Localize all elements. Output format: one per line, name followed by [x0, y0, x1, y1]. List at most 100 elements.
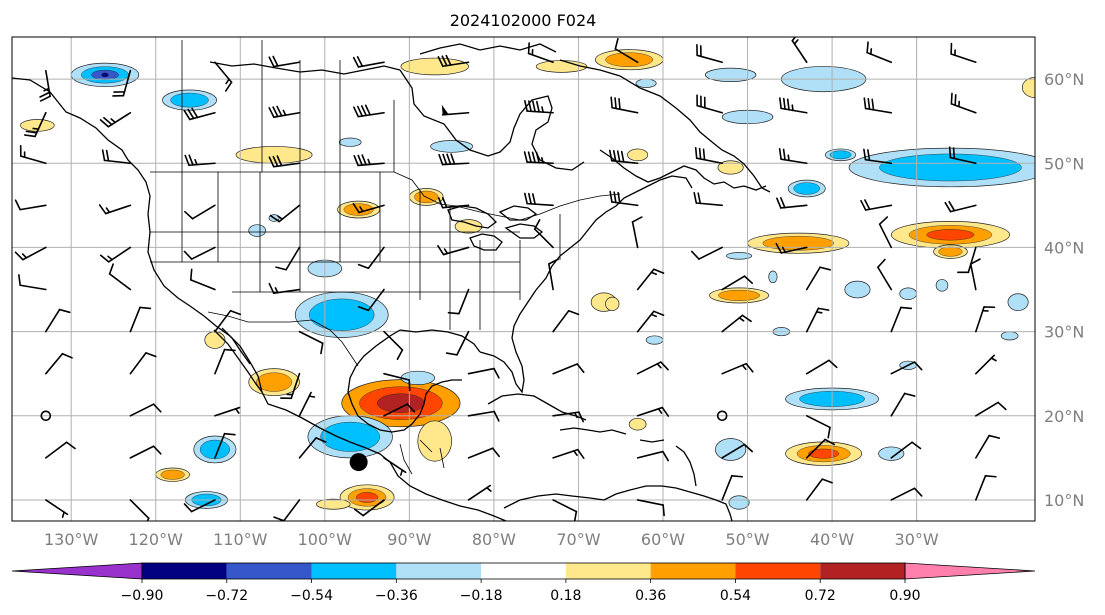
anomaly-contour [635, 78, 657, 88]
wind-barb [890, 361, 923, 375]
anomaly-patch [204, 331, 226, 349]
wind-barb [721, 443, 753, 459]
anomaly-contour [235, 146, 313, 164]
wind-barb [357, 288, 385, 312]
wind-barb [268, 155, 301, 168]
barb-shaft [367, 288, 385, 312]
latitude-tick-labels: 60°N 50°N 40°N 30°N 20°N 10°N [1044, 70, 1084, 510]
wind-barb [552, 363, 585, 375]
wind-barb [636, 450, 669, 462]
colorbar-tick-label: 0.54 [720, 588, 751, 604]
wind-barb [805, 438, 836, 459]
wind-barb [189, 268, 216, 291]
wind-barb [805, 266, 832, 291]
wind-barb [877, 258, 893, 291]
barb-full-feather [18, 274, 21, 287]
anomaly-patch [400, 57, 469, 76]
wind-barb [129, 352, 157, 375]
anomaly-contour [762, 235, 834, 251]
anomaly-contour [101, 72, 109, 78]
barb-shaft [975, 401, 999, 417]
anomaly-contour [627, 148, 649, 162]
barb-shaft [467, 410, 495, 417]
barb-full-feather [183, 503, 193, 513]
longitude-tick-label: 100°W [298, 530, 353, 549]
barb-half-feather [308, 395, 316, 398]
barb-full-feather [446, 153, 452, 165]
anomaly-contour [878, 446, 905, 461]
anomaly-contour [204, 331, 226, 349]
barb-full-feather [535, 100, 540, 113]
barb-shaft [969, 263, 977, 291]
anomaly-patch [339, 484, 395, 511]
anomaly-patch [338, 137, 362, 147]
barb-full-feather [863, 97, 867, 110]
wind-barb [39, 69, 51, 102]
wind-barb [778, 148, 808, 165]
us-mexico-border [207, 311, 359, 367]
wind-barb [467, 367, 500, 379]
barb-shaft [890, 306, 902, 333]
barb-full-feather [493, 367, 500, 379]
barb-full-feather [272, 55, 279, 67]
barb-shaft [285, 246, 301, 271]
barb-full-feather [184, 210, 194, 220]
map-title: 2024102000 F024 [450, 11, 597, 30]
wind-barb [268, 55, 301, 68]
barb-full-feather [653, 268, 665, 274]
longitude-tick-label: 110°W [213, 530, 268, 549]
anomaly-patch [645, 335, 664, 345]
wind-barb [129, 306, 152, 333]
barb-half-feather [107, 255, 113, 261]
latitude-tick-label: 40°N [1044, 238, 1084, 257]
barb-full-feather [223, 348, 236, 352]
colorbar-tick-labels: −0.90 −0.72 −0.54 −0.36 −0.18 0.18 0.36 0.54 0.7… [121, 579, 921, 604]
anomaly-patch [627, 148, 649, 162]
wind-barb [214, 348, 236, 375]
barb-full-feather [731, 475, 744, 478]
colorbar-segment [481, 563, 566, 579]
anomaly-patch [417, 420, 452, 462]
wind-barb [183, 107, 216, 121]
wind-barbs [14, 37, 1007, 521]
anomaly-patch [162, 89, 217, 111]
anomaly-contour [199, 439, 230, 460]
barb-shaft [19, 204, 47, 211]
barb-full-feather [997, 401, 1007, 411]
barb-full-feather [276, 105, 283, 117]
barb-full-feather [527, 42, 530, 55]
coastlines-and-borders [12, 40, 771, 521]
wind-barb [437, 244, 470, 256]
barb-shaft [614, 48, 639, 64]
anomaly-contour [645, 335, 664, 345]
barb-full-feather [950, 92, 953, 105]
barb-full-feather [268, 56, 275, 68]
barb-shaft [45, 352, 64, 375]
wind-barb [863, 97, 893, 114]
barb-shaft [190, 246, 216, 260]
barb-full-feather [532, 193, 536, 205]
barb-full-feather [612, 150, 617, 162]
wind-barb [552, 411, 585, 423]
anomaly-patch [235, 146, 313, 164]
barb-half-feather [110, 118, 116, 124]
wind-barb [99, 246, 132, 263]
colorbar-segment [650, 563, 736, 579]
wind-barb [98, 204, 132, 215]
barb-full-feather [528, 100, 532, 113]
central-america-borders [399, 439, 445, 475]
wind-barb [614, 37, 639, 64]
barb-full-feather [360, 105, 367, 117]
anomaly-contour [320, 421, 380, 452]
longitude-tick-label: 70°W [556, 530, 600, 549]
anomaly-contour [160, 469, 185, 480]
anomaly-patch [899, 287, 917, 300]
wind-barb [184, 204, 216, 220]
barb-full-feather [827, 426, 831, 439]
anomaly-patch [728, 495, 750, 510]
barb-full-feather [437, 56, 444, 68]
barb-half-feather [225, 78, 230, 85]
wind-barb [268, 105, 301, 118]
barb-half-feather [367, 158, 371, 166]
wind-barb [523, 151, 554, 165]
